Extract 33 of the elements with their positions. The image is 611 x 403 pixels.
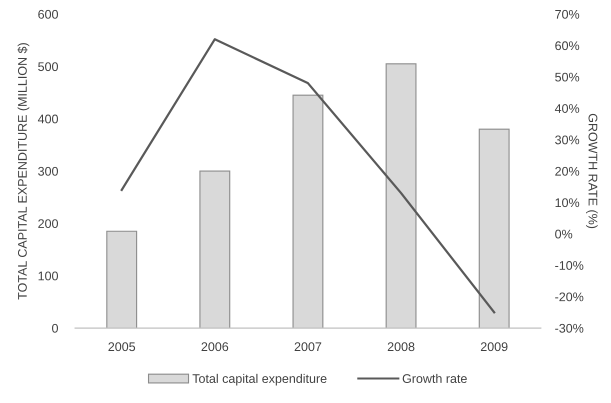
- y2-tick-label: -20%: [555, 292, 584, 302]
- y2-tick-label: -30%: [555, 324, 584, 333]
- x-tick-label: 2008: [388, 342, 414, 352]
- x-tick-label: 2005: [108, 342, 136, 352]
- y2-tick-label: 40%: [554, 104, 580, 113]
- legend-label: Total capital expenditure: [192, 374, 327, 386]
- y-tick-label: 100: [38, 272, 58, 280]
- x-tick-label: 2006: [202, 342, 228, 352]
- y-tick-label: 600: [38, 10, 58, 19]
- bar: [199, 170, 230, 328]
- y2-tick-label: 20%: [555, 166, 580, 176]
- y2-tick-label: 10%: [556, 198, 580, 208]
- y2-tick-label: 50%: [555, 72, 580, 82]
- y2-axis-title: GROWTH RATE (%): [586, 114, 598, 228]
- line-series: [120, 38, 496, 314]
- bar: [386, 63, 417, 328]
- y2-tick-label: 0%: [555, 230, 572, 239]
- y-tick-label: 500: [38, 62, 58, 72]
- y2-tick-label: 30%: [555, 135, 580, 144]
- y-tick-label: 200: [38, 219, 58, 228]
- y-tick-label: 0: [52, 324, 58, 333]
- x-tick-label: 2009: [480, 342, 508, 352]
- y-tick-label: 300: [38, 166, 58, 176]
- bar: [292, 94, 324, 328]
- y2-tick-label: -10%: [555, 261, 584, 270]
- y-tick-label: 400: [38, 114, 58, 124]
- y-axis-title: TOTAL CAPITAL EXPENDITURE (MILLION $): [17, 43, 30, 300]
- y2-tick-label: 70%: [555, 10, 580, 19]
- bar: [106, 230, 138, 328]
- y2-tick-label: 60%: [555, 41, 580, 50]
- x-tick-label: 2007: [294, 342, 322, 352]
- bar: [478, 128, 510, 328]
- legend-label: Growth rate: [402, 374, 467, 384]
